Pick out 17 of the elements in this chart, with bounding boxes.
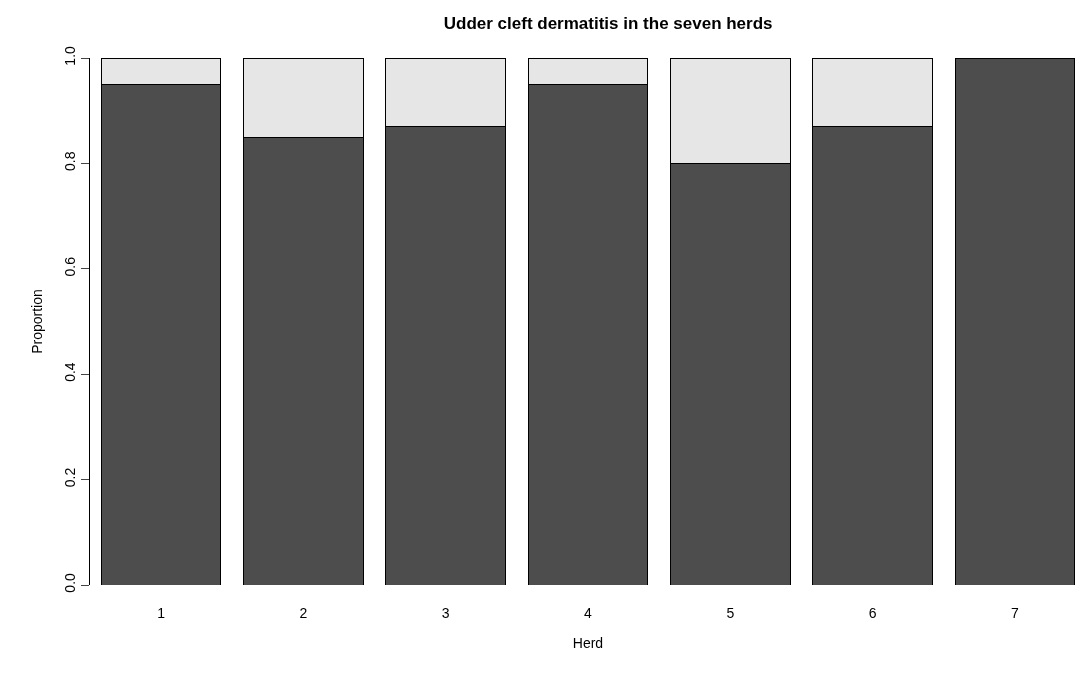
x-tick-label: 7 [1010,605,1019,621]
x-tick-label: 6 [868,605,877,621]
x-tick-label: 4 [584,605,593,621]
y-tick-label: 0.4 [62,362,79,382]
bar [954,58,1076,585]
x-axis-title: Herd [572,635,604,652]
y-tick-label: 1.0 [62,45,79,66]
x-tick-label: 2 [299,605,308,621]
y-tick-label: 0.8 [62,151,79,172]
y-tick-label: 0.2 [62,467,79,488]
chart-title: Udder cleft dermatitis in the seven herds [443,13,773,33]
y-axis-title: Proportion [29,289,45,354]
y-tick-label: 0.6 [62,256,79,277]
x-tick-label: 5 [726,605,735,621]
y-tick-label: 0.0 [62,572,79,593]
x-tick-label: 3 [441,605,450,621]
x-tick-label: 1 [157,605,166,621]
